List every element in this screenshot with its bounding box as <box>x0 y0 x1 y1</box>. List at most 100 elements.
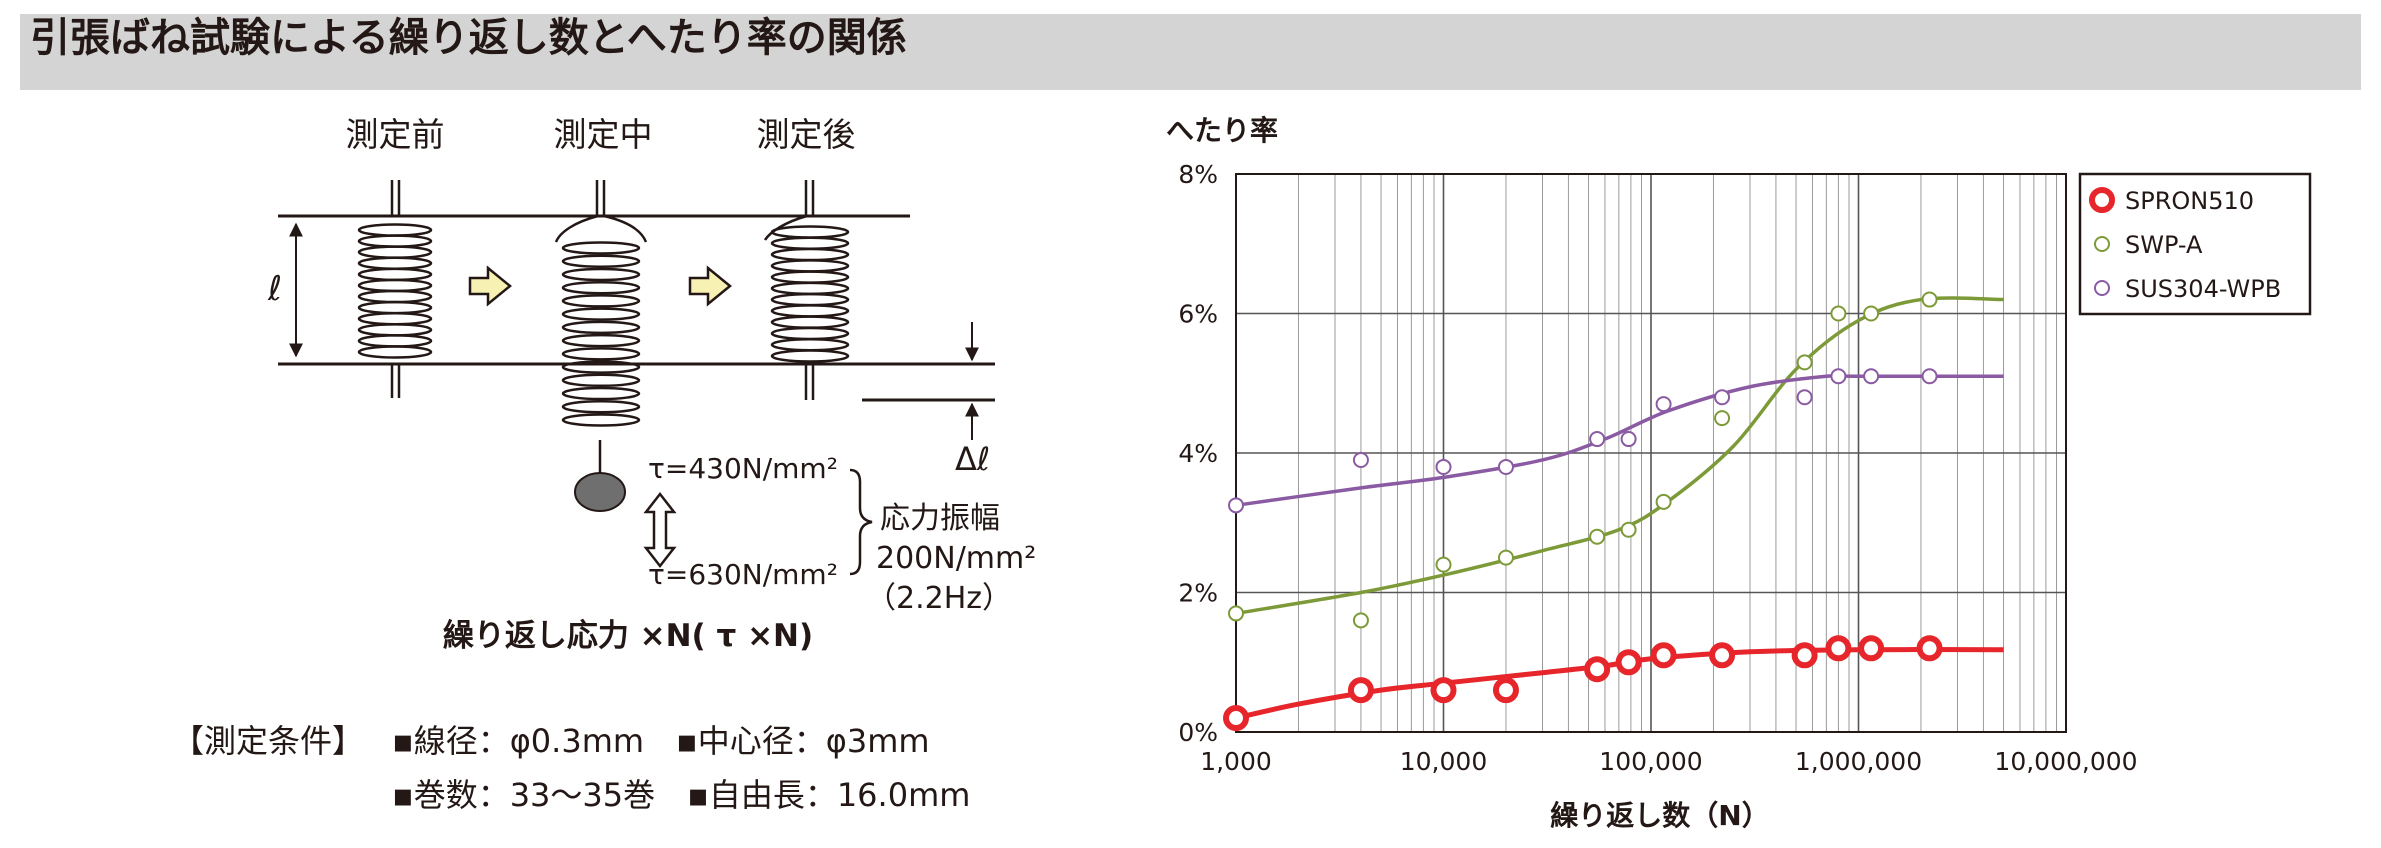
y-axis-label: へたり率 <box>1166 114 1278 147</box>
coil-turn <box>357 223 433 237</box>
coil-turn <box>770 304 850 318</box>
conditions-line-2: ▪巻数：33～35巻 ▪自由長：16.0mm <box>392 776 970 814</box>
coil-turn <box>561 320 641 335</box>
data-point-swp-a <box>1352 612 1369 629</box>
brace-icon <box>849 468 873 576</box>
data-point-spron510 <box>1584 656 1611 683</box>
coil-turn <box>770 247 850 262</box>
double-arrow-icon <box>643 491 677 569</box>
page-title: 引張ばね試験による繰り返し数とへたり率の関係 <box>30 15 907 61</box>
data-point-sus304-wpb <box>1863 368 1880 385</box>
coil-turn <box>561 254 641 268</box>
coil-turn <box>561 333 641 348</box>
legend-label-swp-a: SWP-A <box>2125 231 2203 259</box>
frequency-label: （2.2Hz） <box>866 581 1012 616</box>
data-point-sus304-wpb <box>1352 451 1369 468</box>
tau-upper-label: τ=430N/mm² <box>648 452 838 485</box>
data-point-swp-a <box>1714 410 1731 427</box>
x-axis-label: 繰り返し数（N） <box>1550 799 1769 832</box>
arrow-right-icon <box>688 265 732 307</box>
coil-turn <box>561 347 641 361</box>
coil-turn <box>561 386 641 401</box>
coil-turn <box>561 241 641 255</box>
legend-marker-swp-a <box>2094 236 2110 252</box>
coil-turn <box>357 289 433 304</box>
trend-line-spron510 <box>1235 647 2004 721</box>
coil-turn <box>770 281 850 296</box>
x-tick-label: 10,000 <box>1400 747 1487 776</box>
coil-turn <box>357 300 433 315</box>
coil-turn <box>770 337 850 352</box>
conditions-label: 【測定条件】 <box>172 722 364 760</box>
coil-turn <box>561 267 641 282</box>
coil-turn <box>770 259 850 273</box>
data-point-spron510 <box>1791 642 1818 669</box>
x-tick-label: 1,000 <box>1200 747 1272 776</box>
data-point-sus304-wpb <box>1796 389 1813 406</box>
coil-turn <box>770 270 850 284</box>
y-tick-label: 4% <box>1178 439 1218 468</box>
stage-label-during: 測定中 <box>554 115 653 154</box>
coil-turn <box>357 278 433 293</box>
data-point-swp-a <box>1589 528 1606 545</box>
spring-after <box>763 180 850 400</box>
data-point-spron510 <box>1430 677 1457 704</box>
legend-label-sus304-wpb: SUS304-WPB <box>2125 275 2281 303</box>
coil-turn <box>561 400 641 414</box>
legend: SPRON510 SWP-A SUS304-WPB <box>2078 172 2312 316</box>
arrow-right-icon <box>468 265 512 307</box>
delta-symbol: Δℓ <box>955 440 990 478</box>
coil-turn <box>770 225 850 239</box>
coil-turn <box>357 267 433 282</box>
y-tick-label: 2% <box>1178 579 1218 608</box>
coil-turn <box>357 311 433 326</box>
spring-test-diagram: 測定前 測定中 測定後 ℓ Δℓ τ=430N/mm² τ=630N/mm² <box>172 115 1036 814</box>
data-point-spron510 <box>1916 635 1943 662</box>
data-point-sus304-wpb <box>1655 396 1672 413</box>
coil-turn <box>561 413 641 427</box>
x-tick-label: 1,000,000 <box>1795 747 1922 776</box>
coil-turn <box>357 334 433 348</box>
data-point-spron510 <box>1492 677 1519 704</box>
data-point-sus304-wpb <box>1589 431 1606 448</box>
length-symbol: ℓ <box>267 269 282 309</box>
trend-line-sus304-wpb <box>1235 373 2004 508</box>
data-point-swp-a <box>1921 291 1938 308</box>
data-point-swp-a <box>1863 305 1880 322</box>
data-point-swp-a <box>1497 549 1514 566</box>
legend-marker-sus304-wpb <box>2094 280 2110 296</box>
coil-turn <box>357 345 433 359</box>
stage-label-before: 測定前 <box>346 115 445 154</box>
data-point-swp-a <box>1655 493 1672 510</box>
data-point-spron510 <box>1650 642 1677 669</box>
data-point-spron510 <box>1858 635 1885 662</box>
data-point-spron510 <box>1825 635 1852 662</box>
data-point-spron510 <box>1347 677 1374 704</box>
data-point-swp-a <box>1830 305 1847 322</box>
load-weight <box>574 472 626 512</box>
coil-turn <box>770 292 850 307</box>
title-bar <box>20 14 2361 90</box>
data-point-spron510 <box>1709 642 1736 669</box>
x-tick-label: 100,000 <box>1599 747 1702 776</box>
coil-turn <box>770 315 850 329</box>
coil-turn <box>561 294 641 308</box>
trend-line-swp-a <box>1235 296 2004 616</box>
stage-label-after: 測定後 <box>757 115 856 154</box>
data-point-sus304-wpb <box>1435 458 1452 475</box>
legend-marker-spron510 <box>2089 187 2115 213</box>
data-point-swp-a <box>1620 521 1637 538</box>
coil-turn <box>357 245 433 259</box>
coil-turn <box>561 360 641 374</box>
data-point-sus304-wpb <box>1921 368 1938 385</box>
coil-turn <box>770 349 850 363</box>
data-point-sus304-wpb <box>1714 389 1731 406</box>
plot-frame <box>1235 173 2067 733</box>
data-point-spron510 <box>1615 649 1642 676</box>
coil-turn <box>561 280 641 295</box>
spring-during <box>554 180 648 478</box>
data-point-swp-a <box>1435 556 1452 573</box>
y-tick-label: 0% <box>1178 718 1218 747</box>
data-point-sus304-wpb <box>1620 431 1637 448</box>
coil-turn <box>770 236 850 251</box>
